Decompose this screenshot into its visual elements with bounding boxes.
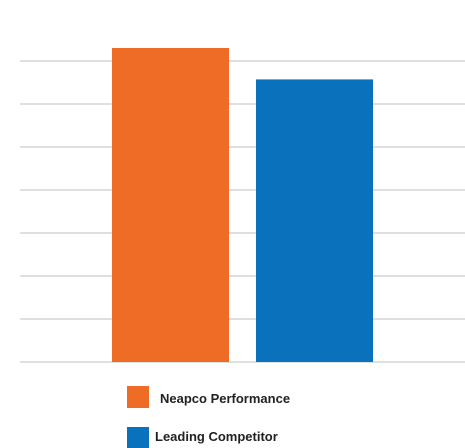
legend-label-competitor: Leading Competitor: [155, 429, 278, 444]
bar-neapco-performance: [112, 48, 229, 362]
legend: Neapco Performance Leading Competitor: [127, 386, 290, 448]
legend-item-competitor: Leading Competitor: [127, 427, 278, 448]
legend-swatch-neapco: [127, 386, 149, 408]
legend-label-neapco: Neapco Performance: [160, 391, 290, 406]
bars: [112, 48, 373, 363]
gridlines: [20, 60, 465, 363]
legend-item-neapco: Neapco Performance: [127, 386, 290, 408]
bar-leading-competitor: [256, 79, 373, 363]
legend-swatch-competitor: [127, 427, 149, 448]
